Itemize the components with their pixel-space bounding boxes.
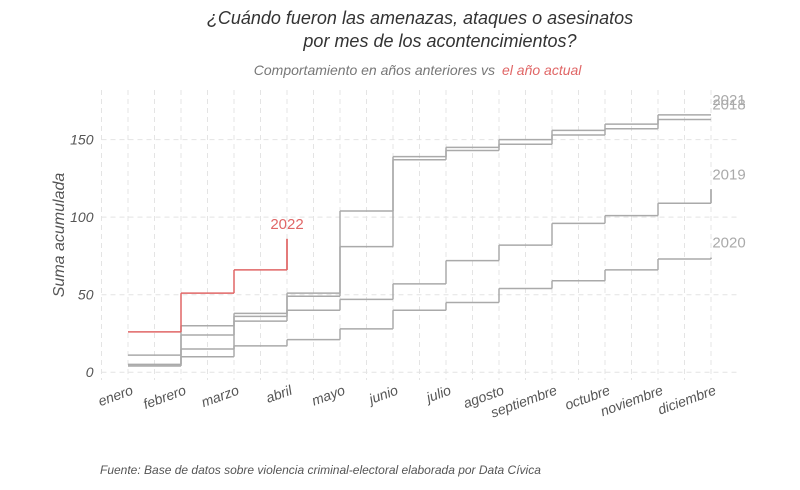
y-tick-label: 0 [86, 364, 94, 380]
x-tick-label: marzo [199, 382, 241, 410]
y-tick-label: 50 [78, 287, 94, 303]
series-label: 2021 [712, 92, 745, 109]
series-label: 2018 [712, 96, 745, 113]
series [128, 257, 712, 366]
x-tick-label: febrero [141, 382, 188, 412]
x-tick-label: enero [96, 382, 135, 409]
x-tick-label: junio [365, 382, 400, 408]
series-label: 2020 [712, 234, 745, 251]
chart-title: por mes de los acontencimientos? [302, 31, 576, 51]
chart-subtitle-highlight: el año actual [502, 62, 582, 78]
series-label: 2022 [270, 216, 303, 233]
x-tick-label: julio [422, 382, 453, 406]
caption: Fuente: Base de datos sobre violencia cr… [100, 463, 541, 477]
y-axis-label: Suma acumulada [51, 173, 68, 298]
chart-title: ¿Cuándo fueron las amenazas, ataques o a… [207, 8, 633, 28]
series-label: 2019 [712, 166, 745, 183]
y-tick-label: 100 [70, 209, 94, 225]
x-tick-label: diciembre [656, 382, 719, 418]
chart-subtitle: Comportamiento en años anteriores vs [254, 62, 495, 78]
series [128, 238, 288, 333]
x-tick-label: mayo [309, 382, 347, 409]
series [128, 189, 712, 367]
series [128, 118, 711, 366]
x-tick-label: abril [264, 381, 295, 405]
y-tick-label: 150 [70, 132, 94, 148]
